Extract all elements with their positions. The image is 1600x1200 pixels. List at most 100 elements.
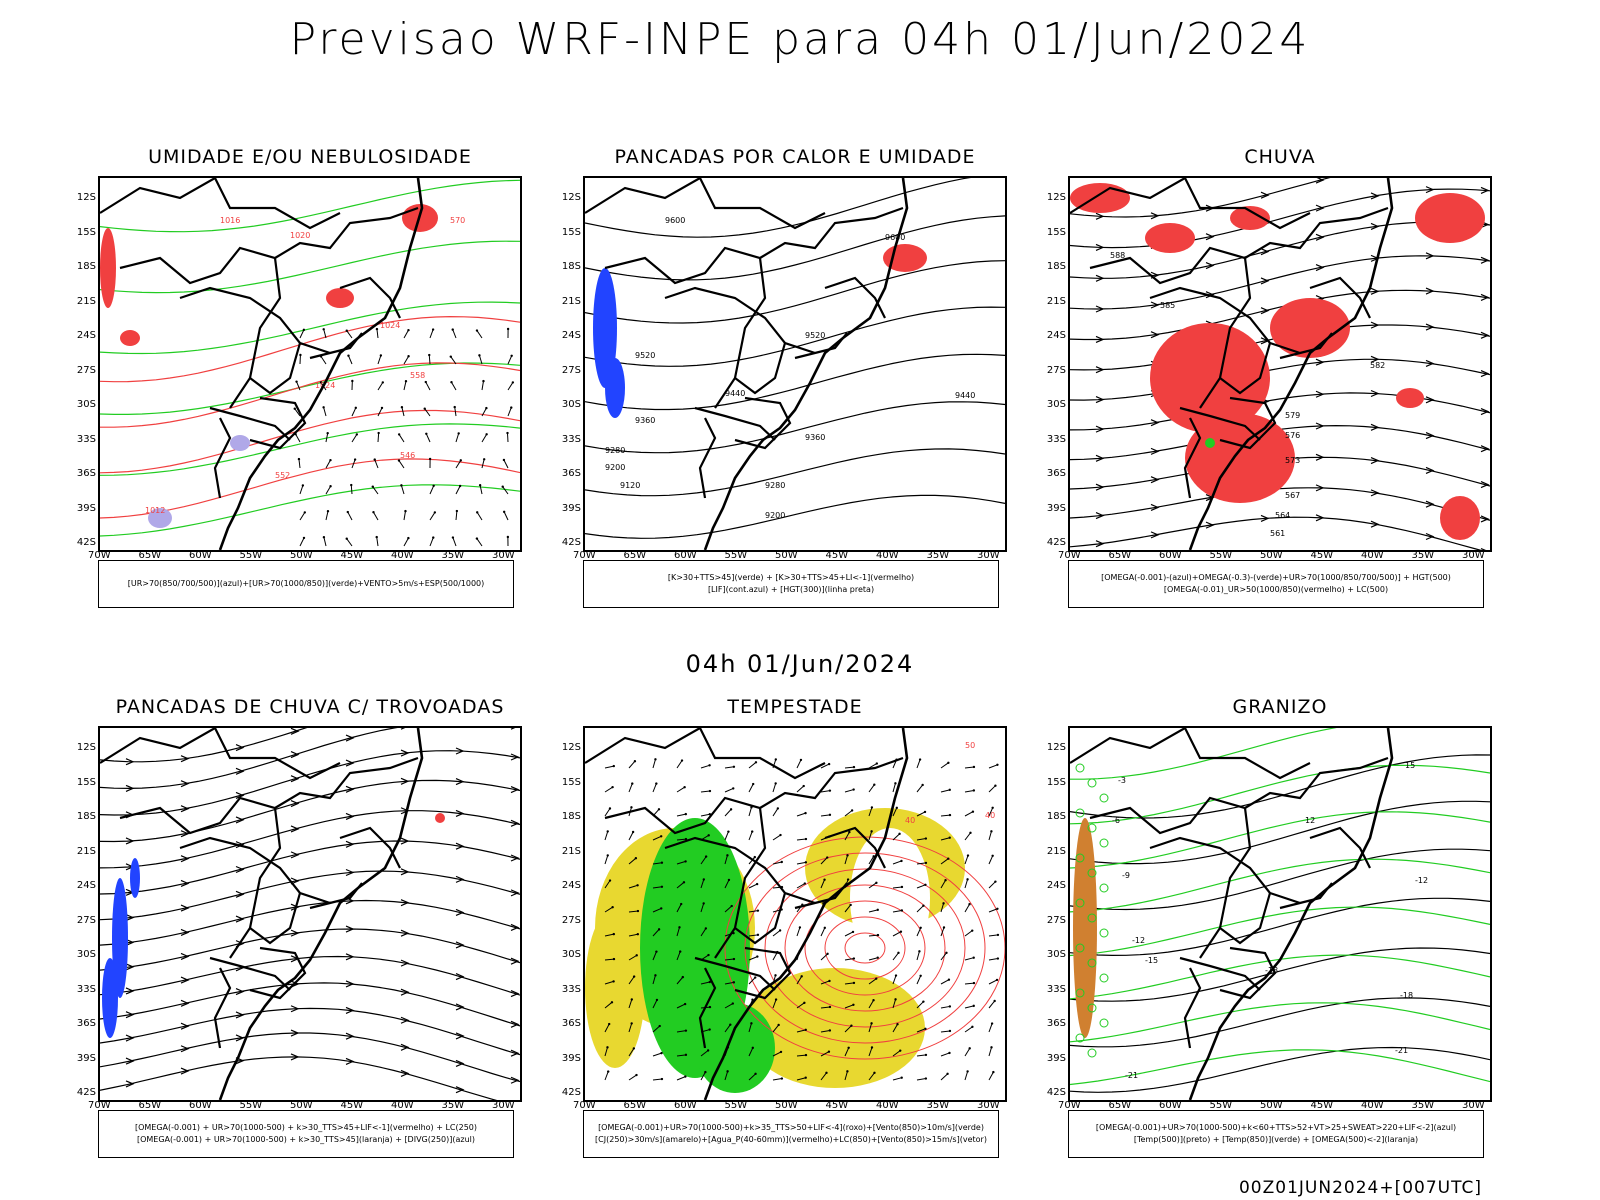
border-line [714,807,767,959]
wind-vector-head [851,930,855,934]
wind-vector [916,927,922,937]
wind-vector-head [630,1022,633,1025]
legend-line: [OMEGA(-0.001) + UR>70(1000-500) + k>30_… [136,1135,476,1144]
streamline-arrow [1480,370,1490,378]
streamline-arrow [1315,204,1325,212]
wind-vector-head [658,1024,661,1028]
wind-vector [748,1073,756,1081]
temp850-contour [1099,793,1109,803]
lat-tick-label: 21S [76,295,96,307]
wind-vector-head [351,379,354,383]
wind-vector [964,982,975,985]
wind-vector-head [731,1002,735,1005]
streamline-arrow [1425,186,1435,194]
border-line [179,286,331,355]
lon-tick-label: 55W [724,550,748,561]
wind-vector-head [780,1077,784,1080]
contour-line [100,1056,498,1100]
temp850-contour [1087,913,1097,923]
streamline-arrow [235,865,245,874]
contour-line [1070,289,1490,341]
wind-vector [916,1078,926,1081]
contour-line [100,362,520,415]
wind-vector [320,356,327,365]
wind-vector [652,929,660,937]
wind-vector [844,810,853,817]
wind-vector-head [873,783,876,786]
coastline [1188,728,1394,1100]
wind-vector [503,511,509,521]
lat-tick-label: 30S [76,399,96,410]
wind-vector-head [751,1046,755,1050]
wind-vector-head [353,458,357,461]
map-area [98,726,522,1102]
wind-vector [988,785,996,793]
wind-vector [429,512,436,521]
streamline-arrow [510,819,520,827]
wind-vector [455,460,462,469]
lon-tick-label: 45W [1310,1100,1334,1111]
wind-vector [429,485,435,495]
wind-vector [455,510,458,521]
wind-vector-head [611,785,614,789]
wind-vector-head [630,806,633,809]
wind-vector [676,760,683,769]
streamline-arrow [290,728,300,735]
wind-vector-head [684,1029,688,1032]
streamline-arrow [1260,307,1270,315]
wind-vector-head [873,1071,876,1075]
wind-vector [348,355,353,365]
streamline-arrow [1315,453,1325,461]
wind-vector-head [756,909,760,912]
wind-vector-head [355,433,359,436]
wind-vector [868,934,879,937]
wind-vector [628,1074,637,1081]
panel-pancadas-calor: PANCADAS POR CALOR E UMIDADE 9600 9600 9520… [545,146,1045,626]
streamline-arrow [125,914,135,922]
wind-vector [299,512,306,521]
wind-vector [325,511,329,521]
border-line [824,276,886,319]
wind-vector-head [633,760,637,763]
streamline-arrow [345,785,355,793]
border-line [1219,396,1277,450]
contour-label: 564 [1275,511,1290,520]
wind-vector [604,765,614,769]
wind-vector-head [476,511,479,514]
wind-vector [748,783,754,793]
wind-vector-head [852,788,855,791]
wind-vector [868,763,878,769]
streamline-arrow [455,1086,465,1094]
wind-vector-head [968,1047,971,1050]
border-line [229,807,282,959]
wind-vector [964,1005,974,1009]
rain-area [1070,183,1130,213]
border-line [694,956,776,991]
wind-vector [481,434,488,443]
lif-area [605,358,625,418]
legend-line: [OMEGA(-0.01)_UR>50(1000/850)(vermelho) … [1163,585,1389,594]
streamline-arrow [235,841,245,849]
wind-vector-head [425,432,428,435]
wind-vector-head [657,808,661,811]
wind-vector [868,784,875,793]
wind-vector [748,883,758,889]
lat-tick-label: 18S [76,811,96,822]
border-line [734,396,792,450]
wind-vector [296,381,301,391]
wind-vector-head [326,431,329,435]
rain-area [1270,298,1350,358]
wind-vector-head [475,329,479,332]
wind-vector-head [942,926,946,929]
wind-vector [940,858,949,865]
contour-label: -21 [1125,1071,1138,1080]
streamline-arrow [1370,192,1380,200]
main-title: Previsao WRF-INPE para 04h 01/Jun/2024 [289,14,1311,65]
wind-vector [868,978,877,985]
wind-vector-head [482,458,486,461]
wind-vector [988,934,998,937]
lc850-contour [824,916,906,980]
streamline-arrow [400,988,410,996]
wind-vector-head [996,933,1000,937]
streamline-arrow [1425,500,1435,508]
